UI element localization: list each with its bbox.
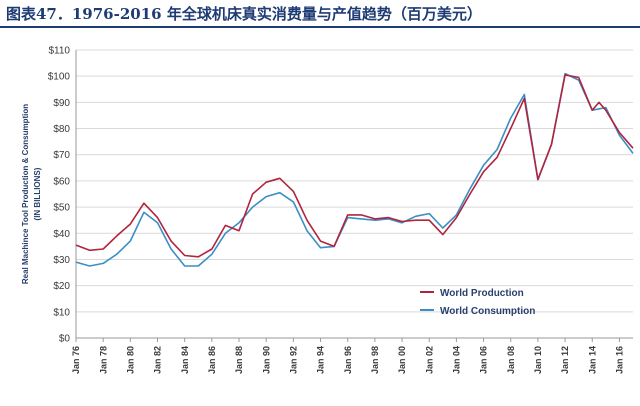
x-tick-label: Jan 06: [479, 346, 489, 374]
series-lines: [75, 72, 634, 267]
x-tick-label: Jan 02: [424, 346, 434, 374]
x-tick-label: Jan 78: [98, 346, 108, 374]
y-axis-title-line1: Real Machince Tool Production & Consumpt…: [21, 104, 30, 284]
y-axis: $0 $10 $20 $30 $40 $50 $60 $70 $80 $90 $100 $110: [48, 46, 71, 345]
y-tick-label: $0: [59, 334, 71, 345]
x-tick-label: Jan 14: [587, 346, 597, 374]
x-tick-label: Jan 10: [533, 346, 543, 374]
x-axis: Jan 76 Jan 78 Jan 80 Jan 82 Jan 84 Jan 86 Jan …: [71, 50, 625, 374]
y-tick-label: $100: [48, 72, 71, 83]
x-tick-label: Jan 80: [125, 346, 135, 374]
x-tick-label: Jan 82: [153, 346, 163, 374]
y-tick-label: $110: [48, 46, 70, 57]
x-tick-label: Jan 98: [370, 346, 380, 374]
legend-label: World Production: [440, 288, 524, 299]
x-tick-label: Jan 16: [615, 346, 625, 374]
x-tick-label: Jan 04: [452, 346, 462, 374]
x-tick-label: Jan 88: [234, 346, 244, 374]
y-tick-label: $60: [53, 176, 70, 187]
x-tick-label: Jan 12: [560, 346, 570, 374]
x-tick-label: Jan 76: [71, 346, 81, 374]
line-chart: $0 $10 $20 $30 $40 $50 $60 $70 $80 $90 $100 $110 Ja…: [21, 46, 634, 374]
series-line-world-production: [75, 74, 634, 258]
figure-title: 图表47．1976-2016 年全球机床真实消费量与产值趋势（百万美元）: [6, 5, 482, 23]
x-tick-label: Jan 90: [261, 346, 271, 374]
x-tick-label: Jan 08: [506, 346, 516, 374]
y-axis-title: Real Machince Tool Production & Consumpt…: [21, 104, 42, 284]
y-tick-label: $80: [53, 124, 70, 135]
y-axis-title-line2: (IN BILLIONS): [33, 167, 42, 220]
x-tick-label: Jan 94: [316, 346, 326, 374]
chart-container: $0 $10 $20 $30 $40 $50 $60 $70 $80 $90 $100 $110 Ja…: [0, 30, 640, 401]
x-tick-label: Jan 96: [343, 346, 353, 374]
legend: World Production World Consumption: [420, 288, 535, 317]
legend-label: World Consumption: [440, 306, 535, 317]
x-tick-label: Jan 84: [180, 346, 190, 374]
x-tick-label: Jan 00: [397, 346, 407, 374]
y-tick-label: $20: [53, 281, 70, 292]
figure-header: 图表47．1976-2016 年全球机床真实消费量与产值趋势（百万美元）: [0, 0, 640, 28]
y-tick-label: $70: [53, 150, 70, 161]
x-tick-label: Jan 86: [207, 346, 217, 374]
gridlines: [76, 49, 633, 339]
y-tick-label: $90: [53, 98, 70, 109]
x-tick-label: Jan 92: [289, 346, 299, 374]
y-tick-label: $50: [53, 203, 70, 214]
y-tick-label: $40: [53, 229, 70, 240]
title-underline: [0, 26, 640, 28]
y-tick-label: $10: [53, 307, 70, 318]
y-tick-label: $30: [53, 255, 70, 266]
